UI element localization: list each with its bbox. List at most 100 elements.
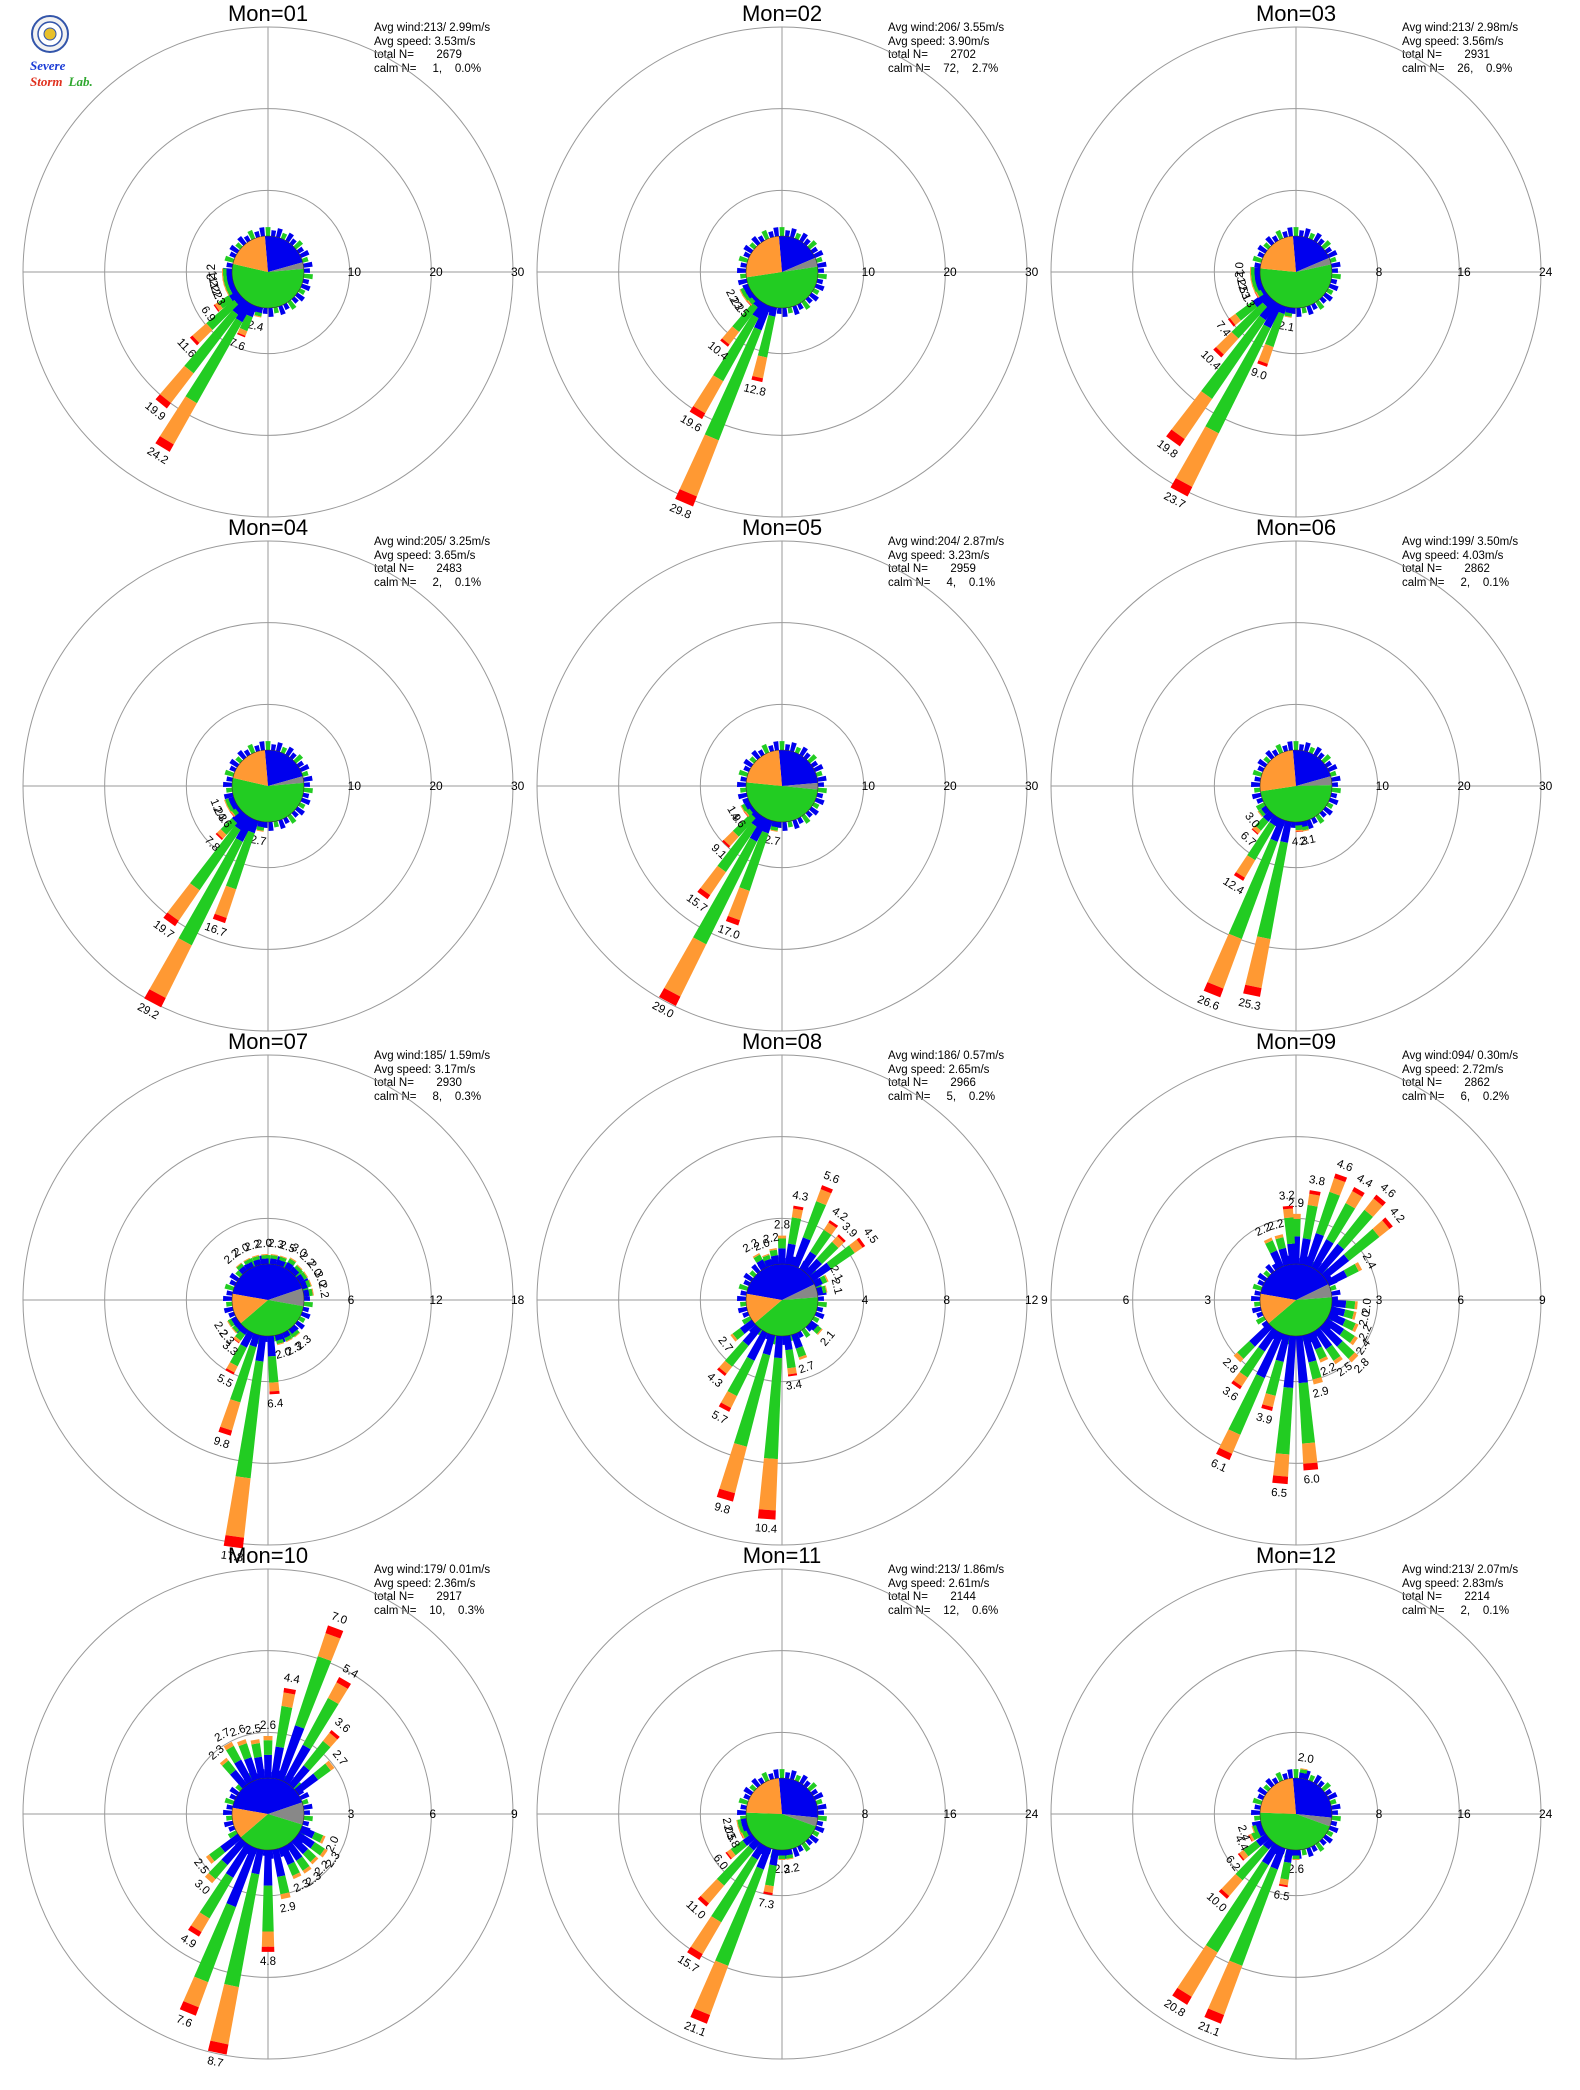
petal-segment — [226, 1846, 258, 1908]
panel-title: Mon=11 — [742, 1543, 822, 1568]
petal-segment — [1231, 1380, 1242, 1390]
petal-stub — [1311, 816, 1318, 825]
pie-outline — [1259, 235, 1333, 309]
petal-segment — [1299, 1769, 1308, 1774]
petal-segment — [1243, 984, 1262, 997]
windrose-panel: Mon=09 Avg wind:094/ 0.30m/s Avg speed: 2.… — [1036, 1030, 1556, 1550]
petal-stub — [1323, 292, 1333, 302]
petal-segment — [807, 1320, 818, 1331]
ring — [104, 1650, 432, 1978]
petal-segment — [1170, 478, 1193, 497]
petal-stub — [235, 756, 243, 764]
petal-segment — [223, 1741, 234, 1751]
petal-segment — [270, 1253, 278, 1256]
petal-segment — [1258, 808, 1266, 817]
petal-segment — [757, 1509, 776, 1520]
petal-segment — [280, 1845, 295, 1866]
petal-segment — [1316, 1243, 1345, 1275]
stat-total: total N= 2930 — [374, 1077, 462, 1089]
petal-stub — [1257, 1793, 1265, 1801]
ring-label: 10 — [1376, 779, 1390, 793]
petal-stub — [1331, 268, 1338, 273]
petal-stub — [1317, 752, 1325, 760]
petal-stub — [817, 782, 824, 787]
stat-calm: calm N= 8, 0.3% — [374, 1090, 482, 1103]
petal-segment — [225, 1476, 251, 1538]
petal-segment — [1309, 1190, 1321, 1196]
petal-stub — [227, 1830, 238, 1839]
pie-slice — [264, 750, 303, 786]
petal-segment — [1257, 841, 1288, 940]
stat-calm: calm N= 6, 0.2% — [1402, 1090, 1510, 1103]
petal-segment — [183, 1976, 209, 2008]
petal-segment — [740, 287, 747, 296]
petal-segment — [769, 1248, 777, 1251]
petal-stub — [816, 278, 824, 285]
petal-segment — [763, 1891, 773, 1896]
ring-label: 16 — [943, 1807, 957, 1821]
petal-label: 4.4 — [283, 1672, 301, 1687]
petal-segment — [189, 335, 200, 346]
pie-outline — [231, 1777, 305, 1851]
petal-segment — [1373, 1194, 1386, 1207]
petal-segment — [774, 1335, 783, 1359]
petal-segment — [802, 1201, 827, 1241]
pie-slice — [746, 1812, 816, 1850]
petal-stub — [296, 246, 305, 254]
pie-slice — [746, 1293, 782, 1324]
petal-stub — [254, 745, 261, 753]
petal-segment — [226, 1362, 238, 1373]
panel-title: Mon=08 — [741, 1029, 823, 1054]
petal-segment — [232, 297, 248, 315]
petal-stub — [805, 810, 813, 818]
petal-segment — [159, 396, 197, 445]
petal-segment — [1250, 272, 1256, 281]
petal-stub — [1311, 302, 1318, 311]
petal-segment — [235, 301, 253, 323]
petal-segment — [770, 829, 778, 832]
petal-segment — [1303, 1462, 1319, 1471]
petal-stub — [740, 262, 747, 268]
petal-stub — [740, 787, 747, 793]
petal-segment — [745, 300, 752, 306]
petal-segment — [724, 1340, 749, 1367]
petal-stub — [223, 1809, 233, 1815]
petal-stub — [1257, 1279, 1265, 1287]
petal-stub — [298, 802, 306, 809]
petal-segment — [1312, 1377, 1323, 1385]
petal-segment — [1295, 831, 1303, 833]
petal-segment — [261, 1258, 269, 1265]
petal-segment — [155, 394, 171, 409]
pie-slice — [746, 782, 818, 822]
petal-segment — [227, 803, 234, 812]
stats-box: Avg wind:205/ 3.25m/s Avg speed: 3.65m/s t… — [374, 536, 490, 590]
petal-stub — [300, 797, 311, 806]
petal-stub — [1329, 1284, 1337, 1291]
axes: 8 16 24 — [536, 1568, 1039, 2060]
petal-segment — [1203, 982, 1224, 998]
petal-stub — [1330, 1820, 1338, 1827]
petal-segment — [255, 1335, 267, 1362]
petal-segment — [747, 1330, 768, 1361]
petal-segment — [336, 1677, 352, 1689]
petal-segment — [1372, 1220, 1390, 1237]
petal-segment — [1333, 1355, 1343, 1365]
petal-stub — [1303, 228, 1311, 239]
petal-segment — [1329, 1306, 1346, 1317]
stat-avg-speed: Avg speed: 4.03m/s — [1402, 549, 1504, 562]
petal-segment — [261, 1253, 269, 1256]
petal-segment — [1325, 1344, 1341, 1361]
petal-segment — [751, 1842, 766, 1860]
petal-segment — [756, 1846, 772, 1870]
petal-stub — [809, 1834, 819, 1844]
petal-segment — [771, 820, 779, 828]
stat-avg-wind: Avg wind:213/ 1.86m/s — [888, 1564, 1005, 1576]
petal-stub — [247, 229, 256, 240]
petal-stub — [737, 267, 747, 273]
ring — [618, 622, 946, 950]
petal-segment — [255, 306, 264, 314]
petal-segment — [719, 1443, 747, 1494]
petal-segment — [719, 1360, 733, 1374]
